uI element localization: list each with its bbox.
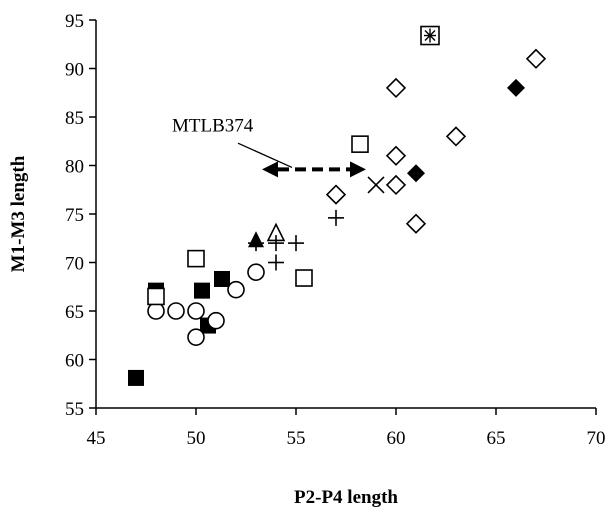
- annotation-label: MTLB374: [172, 116, 254, 137]
- data-point: [385, 174, 407, 196]
- data-point: [405, 213, 427, 234]
- y-tick-label: 55: [65, 399, 84, 420]
- x-tick-label: 45: [87, 428, 106, 449]
- arrow-head-right: [350, 161, 366, 178]
- x-tick-label: 55: [287, 428, 306, 449]
- data-point: [147, 287, 165, 306]
- data-point: [128, 369, 144, 386]
- data-point: [227, 280, 245, 299]
- data-point: [187, 302, 205, 320]
- y-tick-label: 85: [65, 108, 84, 129]
- data-point: [268, 254, 284, 271]
- x-tick-label: 65: [487, 428, 506, 449]
- data-point: [288, 235, 304, 252]
- y-tick-label: 80: [65, 157, 84, 178]
- y-tick-label: 95: [65, 11, 84, 32]
- data-point: [295, 269, 313, 287]
- x-axis-title: P2-P4 length: [294, 487, 398, 508]
- data-point: [187, 249, 205, 268]
- data-point: [445, 126, 467, 147]
- y-tick-label: 65: [65, 302, 84, 323]
- x-axis-ticks: 45 50 55 60 65 70: [87, 408, 606, 449]
- data-point: [328, 209, 344, 226]
- data-point: [325, 184, 347, 205]
- data-point: [187, 328, 205, 346]
- data-point: [385, 145, 407, 166]
- data-point: [367, 176, 385, 194]
- data-point: [247, 263, 265, 282]
- x-tick-label: 60: [387, 428, 406, 449]
- data-points: [128, 25, 547, 386]
- y-tick-label: 60: [65, 351, 84, 372]
- data-point: [194, 282, 210, 299]
- data-point: [248, 235, 264, 252]
- y-tick-label: 75: [65, 205, 84, 226]
- data-point: [167, 302, 185, 320]
- data-point: [407, 164, 425, 183]
- data-point: [147, 302, 165, 320]
- x-tick-label: 50: [187, 428, 206, 449]
- data-point: [385, 77, 407, 99]
- data-point: [207, 311, 225, 330]
- y-tick-label: 90: [65, 60, 84, 81]
- data-point: [268, 235, 284, 252]
- data-point: [214, 270, 230, 287]
- arrow-head-left: [262, 161, 278, 178]
- data-point: [525, 48, 547, 69]
- data-point: [507, 78, 525, 97]
- y-axis-title: M1-M3 length: [8, 155, 29, 272]
- data-point: [420, 25, 440, 46]
- annotation-leader-line: [237, 142, 293, 169]
- annotation-layer: MTLB374: [172, 116, 366, 178]
- x-tick-label: 70: [587, 428, 606, 449]
- plot-frame: [95, 20, 596, 409]
- y-tick-label: 70: [65, 254, 84, 275]
- data-point: [351, 135, 369, 153]
- y-axis-ticks: 55 60 65 70 75 80 85 90 95: [65, 11, 96, 420]
